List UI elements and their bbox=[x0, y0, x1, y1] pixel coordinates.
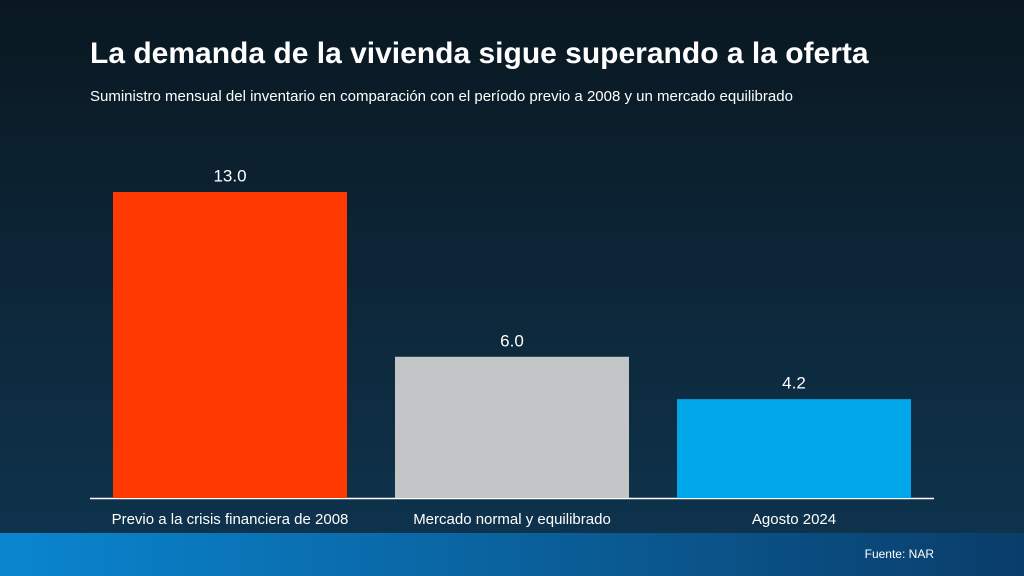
x-tick-label: Mercado normal y equilibrado bbox=[413, 511, 611, 528]
chart-subtitle: Suministro mensual del inventario en com… bbox=[90, 88, 793, 105]
bar bbox=[395, 356, 629, 498]
value-label: 6.0 bbox=[500, 331, 524, 350]
x-tick-label: Previo a la crisis financiera de 2008 bbox=[112, 511, 349, 528]
value-label: 13.0 bbox=[213, 166, 246, 185]
x-tick-label: Agosto 2024 bbox=[752, 511, 836, 528]
value-label: 4.2 bbox=[782, 374, 806, 393]
source: Fuente: NAR bbox=[865, 547, 935, 561]
bar bbox=[113, 192, 347, 498]
footer-band bbox=[0, 533, 1024, 576]
bar bbox=[677, 399, 911, 498]
chart-title: La demanda de la vivienda sigue superand… bbox=[90, 37, 869, 70]
